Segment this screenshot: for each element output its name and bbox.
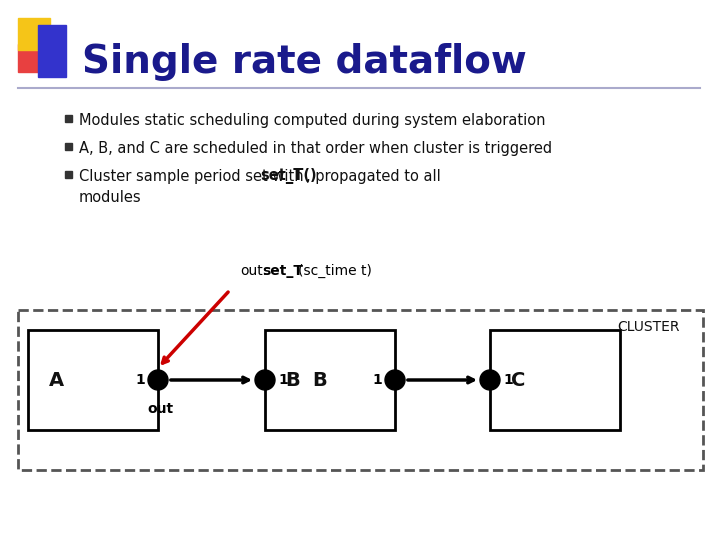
Circle shape	[385, 370, 405, 390]
Bar	[65, 115, 72, 122]
Bar	[18, 44, 50, 72]
Bar	[490, 330, 620, 430]
Text: Single rate dataflow: Single rate dataflow	[82, 43, 527, 81]
Text: A: A	[48, 370, 63, 389]
Circle shape	[255, 370, 275, 390]
Text: 1: 1	[278, 373, 288, 387]
Bar	[28, 330, 158, 430]
Bar	[18, 310, 703, 470]
Text: C: C	[510, 370, 525, 389]
Circle shape	[148, 370, 168, 390]
Text: set_T: set_T	[262, 264, 303, 278]
Circle shape	[480, 370, 500, 390]
Text: Cluster sample period set with: Cluster sample period set with	[79, 168, 308, 184]
Bar	[38, 25, 66, 77]
Text: (sc_time t): (sc_time t)	[298, 264, 372, 278]
Bar	[18, 18, 50, 50]
Text: out: out	[147, 402, 173, 416]
Text: B: B	[312, 370, 328, 389]
Text: 1: 1	[135, 373, 145, 387]
Bar	[65, 171, 72, 178]
Bar	[265, 330, 395, 430]
Text: CLUSTER: CLUSTER	[618, 320, 680, 334]
Text: 1: 1	[503, 373, 513, 387]
Text: , propagated to all: , propagated to all	[306, 168, 441, 184]
Text: modules: modules	[79, 191, 142, 206]
Text: Modules static scheduling computed during system elaboration: Modules static scheduling computed durin…	[79, 112, 546, 127]
Text: 1: 1	[372, 373, 382, 387]
Text: out.: out.	[240, 264, 267, 278]
Text: set_T(): set_T()	[261, 168, 317, 184]
Text: B: B	[286, 370, 300, 389]
Text: A, B, and C are scheduled in that order when cluster is triggered: A, B, and C are scheduled in that order …	[79, 140, 552, 156]
Bar	[65, 143, 72, 150]
